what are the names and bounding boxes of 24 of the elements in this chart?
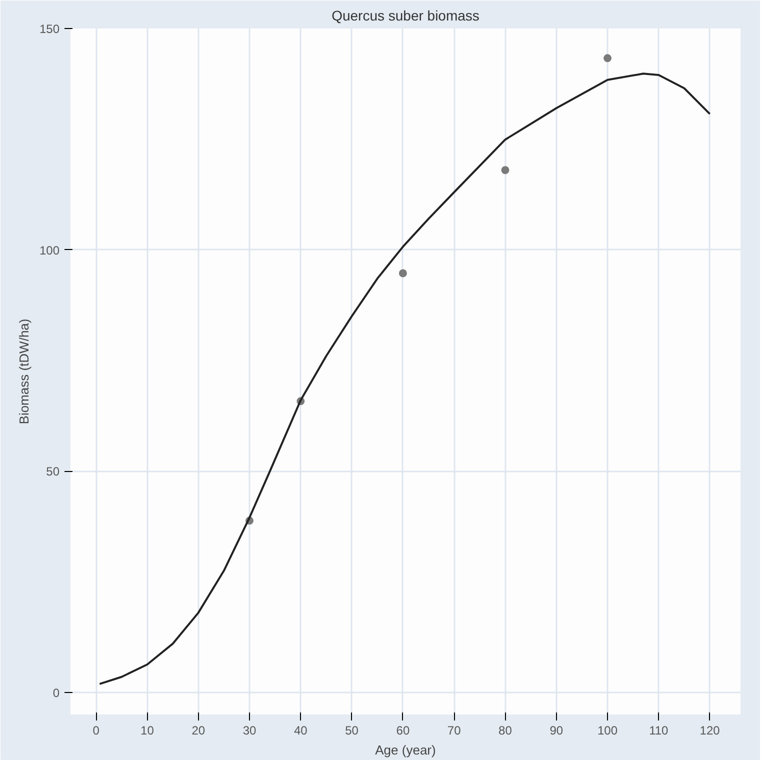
point bbox=[501, 166, 510, 174]
x-axis-title: Age (year) bbox=[375, 742, 436, 758]
x-tick-label: 100 bbox=[598, 724, 618, 738]
x-tick-label: 30 bbox=[242, 724, 257, 738]
y-tick-label: 0 bbox=[52, 686, 60, 700]
chart-title: Quercus suber biomass bbox=[332, 8, 480, 24]
y-tick-label: 100 bbox=[39, 243, 60, 258]
x-tick-label: 70 bbox=[447, 724, 462, 738]
x-tick-label: 120 bbox=[700, 724, 720, 738]
x-tick-label: 80 bbox=[498, 724, 512, 738]
x-tick-label: 50 bbox=[345, 724, 359, 738]
x-tick-label: 20 bbox=[192, 724, 206, 738]
x-tick-label: 90 bbox=[550, 724, 564, 738]
x-tick-label: 10 bbox=[140, 724, 154, 738]
line-series bbox=[98, 72, 711, 685]
x-tick-label: 110 bbox=[649, 724, 669, 738]
x-tick-label: 60 bbox=[396, 724, 410, 738]
y-tick-label: 50 bbox=[46, 464, 60, 479]
y-axis-title: Biomass (tDW/ha) bbox=[16, 318, 32, 424]
point bbox=[604, 54, 612, 62]
x-tick-label: 0 bbox=[92, 724, 100, 738]
y-tick-label: 150 bbox=[39, 22, 60, 36]
point bbox=[398, 269, 407, 278]
x-tick-label: 40 bbox=[294, 724, 308, 738]
